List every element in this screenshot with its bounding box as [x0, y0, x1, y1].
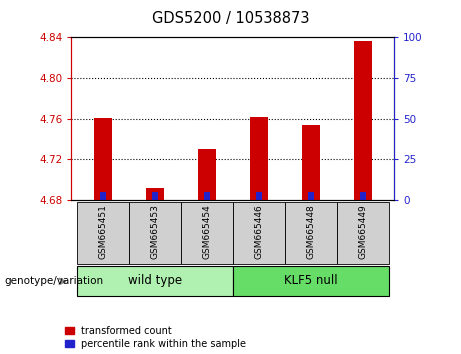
Bar: [129, 202, 181, 264]
Legend: transformed count, percentile rank within the sample: transformed count, percentile rank withi…: [65, 326, 246, 349]
Text: KLF5 null: KLF5 null: [284, 274, 338, 287]
Bar: [354, 41, 372, 200]
Bar: [302, 125, 320, 200]
Text: GSM665449: GSM665449: [358, 204, 367, 259]
Bar: [152, 192, 158, 200]
Bar: [285, 202, 337, 264]
Bar: [146, 188, 164, 200]
Bar: [360, 192, 366, 200]
Text: GDS5200 / 10538873: GDS5200 / 10538873: [152, 11, 309, 25]
Bar: [100, 192, 106, 200]
Text: genotype/variation: genotype/variation: [5, 276, 104, 286]
Bar: [198, 149, 216, 200]
Text: wild type: wild type: [128, 274, 182, 287]
Bar: [77, 266, 233, 296]
Bar: [181, 202, 233, 264]
Text: GSM665448: GSM665448: [307, 204, 315, 259]
Text: GSM665446: GSM665446: [254, 204, 263, 259]
Bar: [308, 192, 314, 200]
Bar: [233, 202, 285, 264]
Text: GSM665451: GSM665451: [98, 204, 107, 259]
Bar: [204, 192, 210, 200]
Bar: [337, 202, 389, 264]
Bar: [250, 116, 268, 200]
Text: GSM665453: GSM665453: [150, 204, 159, 259]
Bar: [77, 202, 129, 264]
Bar: [94, 118, 112, 200]
Bar: [256, 192, 262, 200]
Bar: [233, 266, 389, 296]
Text: GSM665454: GSM665454: [202, 204, 211, 259]
